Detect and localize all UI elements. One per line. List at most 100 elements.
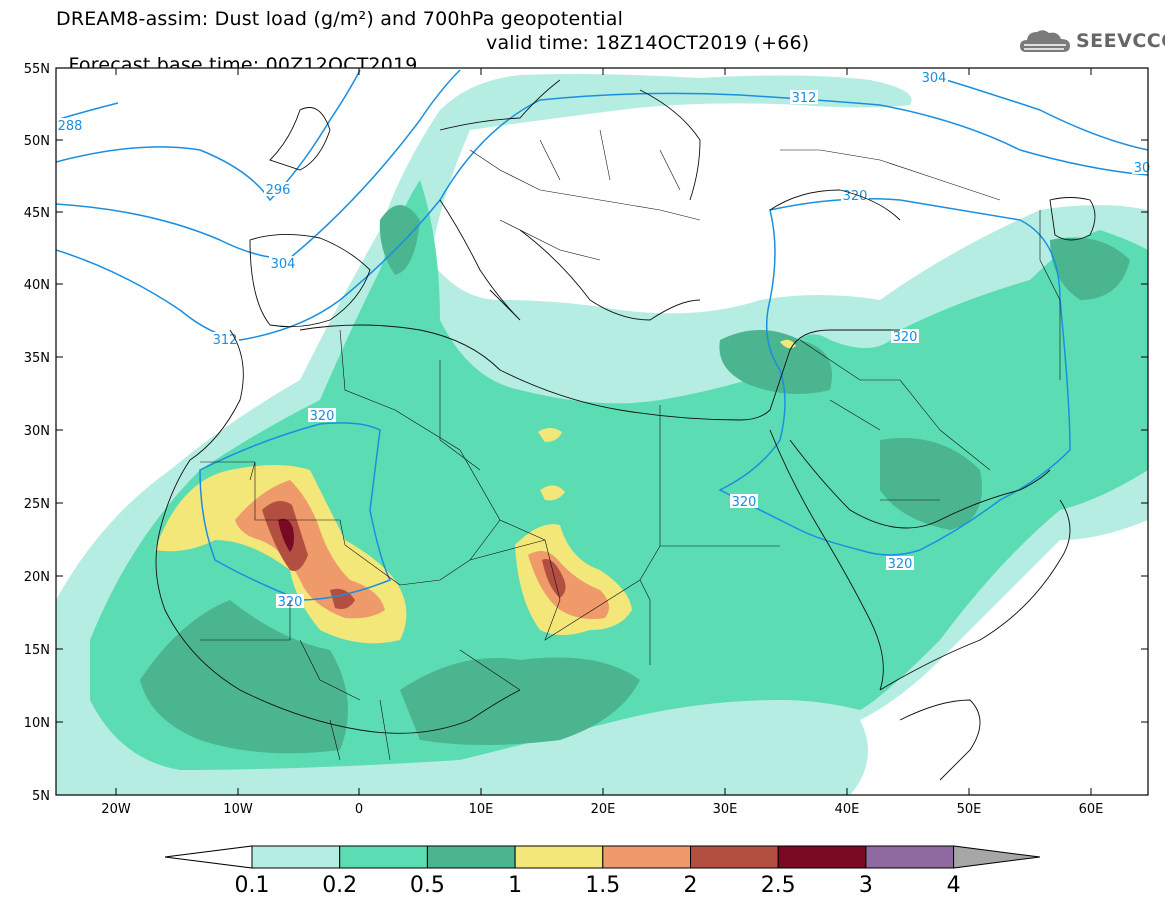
colorbar-label: 0.2 xyxy=(322,873,357,898)
colorbar-label: 3 xyxy=(859,873,873,898)
colorbar-label: 2 xyxy=(684,873,698,898)
coastline xyxy=(879,499,1071,691)
cloud-icon xyxy=(1020,30,1070,52)
coastline xyxy=(439,199,521,321)
coastline xyxy=(299,324,900,421)
contour-label-bg xyxy=(264,182,292,196)
axis-ticks: 55N 50N 45N 40N 35N 30N 25N 20N 15N 10N 5N 20W 10W 0 1… xyxy=(24,62,1148,817)
contour-label-bg xyxy=(920,70,948,84)
lat-label: 40N xyxy=(24,278,50,293)
border-line xyxy=(780,149,1001,201)
contour-label: 304 xyxy=(271,257,296,272)
colorbar-segment xyxy=(602,845,691,869)
lon-label: 30E xyxy=(713,802,738,817)
dust-band-dense xyxy=(400,657,640,745)
colorbar-label: 2.5 xyxy=(761,873,796,898)
lat-label: 35N xyxy=(24,351,50,366)
lat-label: 30N xyxy=(24,424,50,439)
coastline xyxy=(639,89,701,201)
contour-label: 288 xyxy=(58,119,83,134)
dust-band-red xyxy=(542,559,566,598)
coastline xyxy=(269,107,331,171)
border-line xyxy=(639,405,780,581)
lon-label: 10W xyxy=(223,802,253,817)
coastline xyxy=(899,699,981,781)
border-line xyxy=(399,360,546,586)
border-line xyxy=(299,639,521,761)
border-line xyxy=(469,129,701,261)
contour-label: 320 xyxy=(893,330,918,345)
colorbar-segment xyxy=(514,845,604,869)
colorbar-label: 0.1 xyxy=(235,873,270,898)
border-line xyxy=(1039,210,1061,380)
coastline xyxy=(1049,197,1096,241)
contour-label: 312 xyxy=(213,333,238,348)
colorbar-segment xyxy=(339,845,428,869)
contour-label: 30 xyxy=(1134,161,1151,176)
dust-band-dense xyxy=(140,600,348,754)
lon-label: 10E xyxy=(469,802,494,817)
coastline xyxy=(769,189,901,221)
lat-label: 5N xyxy=(32,789,50,804)
contour-label-bg xyxy=(891,329,919,343)
lat-label: 25N xyxy=(24,497,50,512)
dust-band-dense xyxy=(880,438,982,530)
colorbar-segment xyxy=(865,845,955,869)
country-borders xyxy=(200,129,1061,761)
colorbar-segment xyxy=(251,845,341,869)
coastlines xyxy=(155,79,1096,781)
lat-label: 55N xyxy=(24,62,50,77)
colorbar-high-arrow xyxy=(953,845,1041,869)
contour-label-bg xyxy=(886,556,914,570)
valid-time: valid time: 18Z14OCT2019 (+66) xyxy=(486,32,810,54)
dust-band-darkred xyxy=(278,518,294,552)
colorbar-label: 0.5 xyxy=(410,873,445,898)
lon-label: 0 xyxy=(355,802,363,817)
lat-label: 45N xyxy=(24,206,50,221)
colorbar-label: 1 xyxy=(508,873,522,898)
dust-band-dense xyxy=(1050,237,1130,300)
lon-label: 20W xyxy=(101,802,131,817)
contour-label-bg xyxy=(56,118,84,132)
lon-label: 60E xyxy=(1079,802,1104,817)
contour-label: 312 xyxy=(792,91,817,106)
contour-label: 320 xyxy=(888,557,913,572)
contour-label-bg xyxy=(730,494,758,508)
coastline xyxy=(769,429,884,691)
colorbar-label: 1.5 xyxy=(585,873,620,898)
lat-label: 20N xyxy=(24,570,50,585)
map-frame xyxy=(55,67,1149,796)
contour-label: 304 xyxy=(922,71,947,86)
lon-label: 20E xyxy=(591,802,616,817)
lon-label: 40E xyxy=(835,802,860,817)
coastline xyxy=(155,329,521,734)
lat-label: 15N xyxy=(24,643,50,658)
contour-line xyxy=(718,198,1071,556)
contour-label-bg xyxy=(211,332,239,346)
coastline xyxy=(519,229,701,321)
coastline xyxy=(789,439,1051,529)
lat-label: 10N xyxy=(24,716,50,731)
contour-label: 320 xyxy=(732,495,757,510)
colorbar-segment xyxy=(690,845,779,869)
contour-label-bg xyxy=(841,188,869,202)
dust-band-dense xyxy=(379,205,420,275)
contour-label-bg xyxy=(790,90,818,104)
border-line xyxy=(799,339,991,501)
contour-label-bg xyxy=(1132,160,1152,174)
coastline xyxy=(439,79,561,131)
dust-band-yellow xyxy=(540,485,565,501)
colorbar-low-arrow xyxy=(164,845,253,869)
colorbar-segment xyxy=(777,845,867,869)
contour-label-bg xyxy=(308,408,336,422)
lon-label: 50E xyxy=(957,802,982,817)
coastline xyxy=(249,233,371,328)
map-title: DREAM8-assim: Dust load (g/m²) and 700hP… xyxy=(56,8,624,30)
contour-line xyxy=(199,422,392,601)
lat-label: 50N xyxy=(24,134,50,149)
border-line xyxy=(200,461,401,641)
contour-label-bg xyxy=(269,256,297,270)
colorbar-label: 4 xyxy=(947,873,961,898)
